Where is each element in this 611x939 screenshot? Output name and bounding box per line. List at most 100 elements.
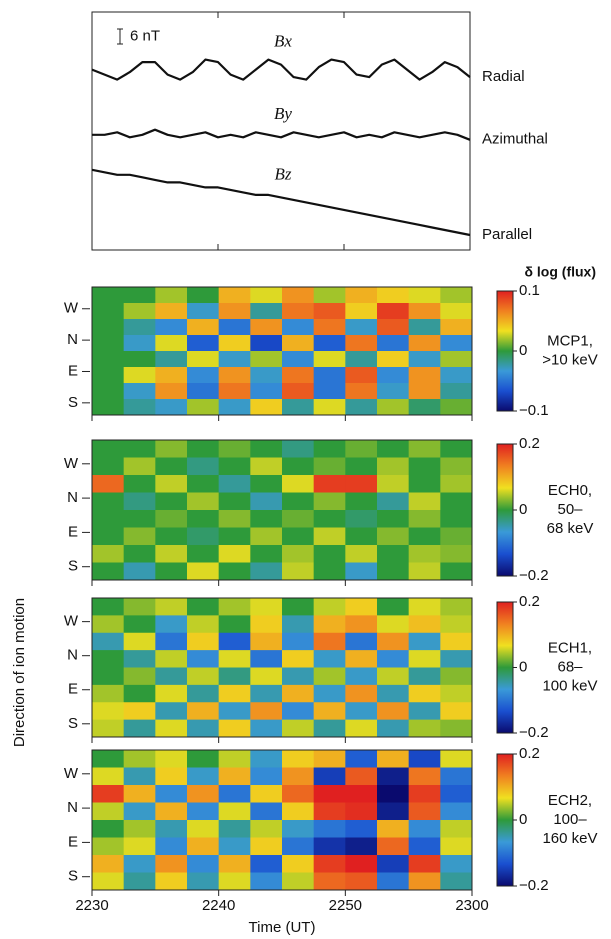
heat-cell (345, 457, 378, 476)
heat-cell (408, 545, 441, 563)
heat-cell (408, 492, 441, 511)
heat-cell (155, 457, 188, 476)
heat-cell (218, 527, 251, 546)
scale-bar (117, 28, 123, 45)
heat-cell (345, 855, 378, 873)
panel-label: MCP1, (547, 332, 593, 349)
heat-cell (377, 650, 410, 668)
heat-cell (155, 287, 188, 304)
heat-cell (218, 457, 251, 476)
trace-label: Parallel (482, 226, 532, 243)
heat-cell (187, 785, 220, 803)
heat-cell (123, 399, 156, 416)
heat-cell (187, 492, 220, 511)
trace (91, 58, 471, 81)
panel-label: ECH0, (548, 482, 592, 499)
heat-cell (345, 545, 378, 563)
heat-cell (282, 351, 315, 368)
heat-cell (408, 702, 441, 721)
panel-label: >10 keV (542, 351, 597, 368)
colorbar-tick-label: −0.1 (519, 402, 549, 419)
y-tick-label: W (64, 455, 79, 472)
y-tick-label: W (64, 613, 79, 630)
colorbar-tick-label: −0.2 (519, 724, 549, 741)
heat-cell (155, 719, 188, 738)
x-tick-label: 2300 (455, 897, 488, 914)
heat-cell (345, 650, 378, 668)
heat-cell (250, 837, 283, 856)
heat-cell (92, 383, 125, 400)
heat-cell (440, 492, 473, 511)
heat-cell (282, 598, 315, 616)
heat-cell (377, 399, 410, 416)
colorbar-tick-label: 0 (519, 501, 527, 518)
heat-cell (345, 872, 378, 891)
heat-cell (408, 785, 441, 803)
heat-cell (92, 510, 125, 528)
heat-cell (92, 335, 125, 352)
heat-cell (313, 750, 346, 768)
heat-cell (282, 335, 315, 352)
heat-cell (313, 719, 346, 738)
heat-cell (218, 750, 251, 768)
heat-cell (408, 632, 441, 651)
heat-cell (250, 598, 283, 616)
heat-cell (377, 545, 410, 563)
heat-cell (123, 767, 156, 786)
heat-cell (92, 632, 125, 651)
heat-cell (282, 527, 315, 546)
heat-cell (282, 855, 315, 873)
heat-cell (440, 303, 473, 320)
heat-cell (123, 351, 156, 368)
heat-cell (408, 303, 441, 320)
y-tick-label: N (67, 799, 78, 816)
heat-cell (377, 802, 410, 821)
y-tick-label: W (64, 765, 79, 782)
heat-cell (155, 767, 188, 786)
colorbar-tick-label: 0 (519, 658, 527, 675)
heat-cell (155, 545, 188, 563)
heat-cell (123, 684, 156, 703)
heat-cell (440, 351, 473, 368)
heat-cell (377, 457, 410, 476)
heat-cell (123, 785, 156, 803)
heat-cell (440, 767, 473, 786)
heat-cell (92, 545, 125, 563)
heat-cell (187, 303, 220, 320)
heat-cell (282, 383, 315, 400)
heat-cell (123, 667, 156, 686)
heat-cell (282, 632, 315, 651)
heat-cell (250, 802, 283, 821)
y-tick-label: N (67, 331, 78, 348)
heat-cell (313, 872, 346, 891)
heat-cell (250, 702, 283, 721)
heat-cell (218, 702, 251, 721)
heat-cell (440, 399, 473, 416)
heat-cell (313, 457, 346, 476)
heat-cell (92, 440, 125, 458)
heat-cell (250, 719, 283, 738)
heat-cell (250, 457, 283, 476)
heat-cell (313, 632, 346, 651)
heat-cell (155, 475, 188, 493)
heat-cell (92, 719, 125, 738)
panel-label: 68 keV (547, 520, 594, 537)
heat-cell (440, 719, 473, 738)
heat-cell (408, 457, 441, 476)
heat-cell (187, 351, 220, 368)
heat-cell (440, 335, 473, 352)
heat-cell (218, 650, 251, 668)
heat-cell (187, 475, 220, 493)
heat-cell (408, 335, 441, 352)
heat-cell (218, 615, 251, 634)
heat-cell (218, 855, 251, 873)
heat-cell (155, 440, 188, 458)
heat-cell (408, 667, 441, 686)
heat-cell (440, 785, 473, 803)
heat-cell (123, 527, 156, 546)
heat-cell (92, 399, 125, 416)
heat-cell (187, 510, 220, 528)
heat-cell (440, 820, 473, 838)
panel-frame (91, 597, 473, 738)
